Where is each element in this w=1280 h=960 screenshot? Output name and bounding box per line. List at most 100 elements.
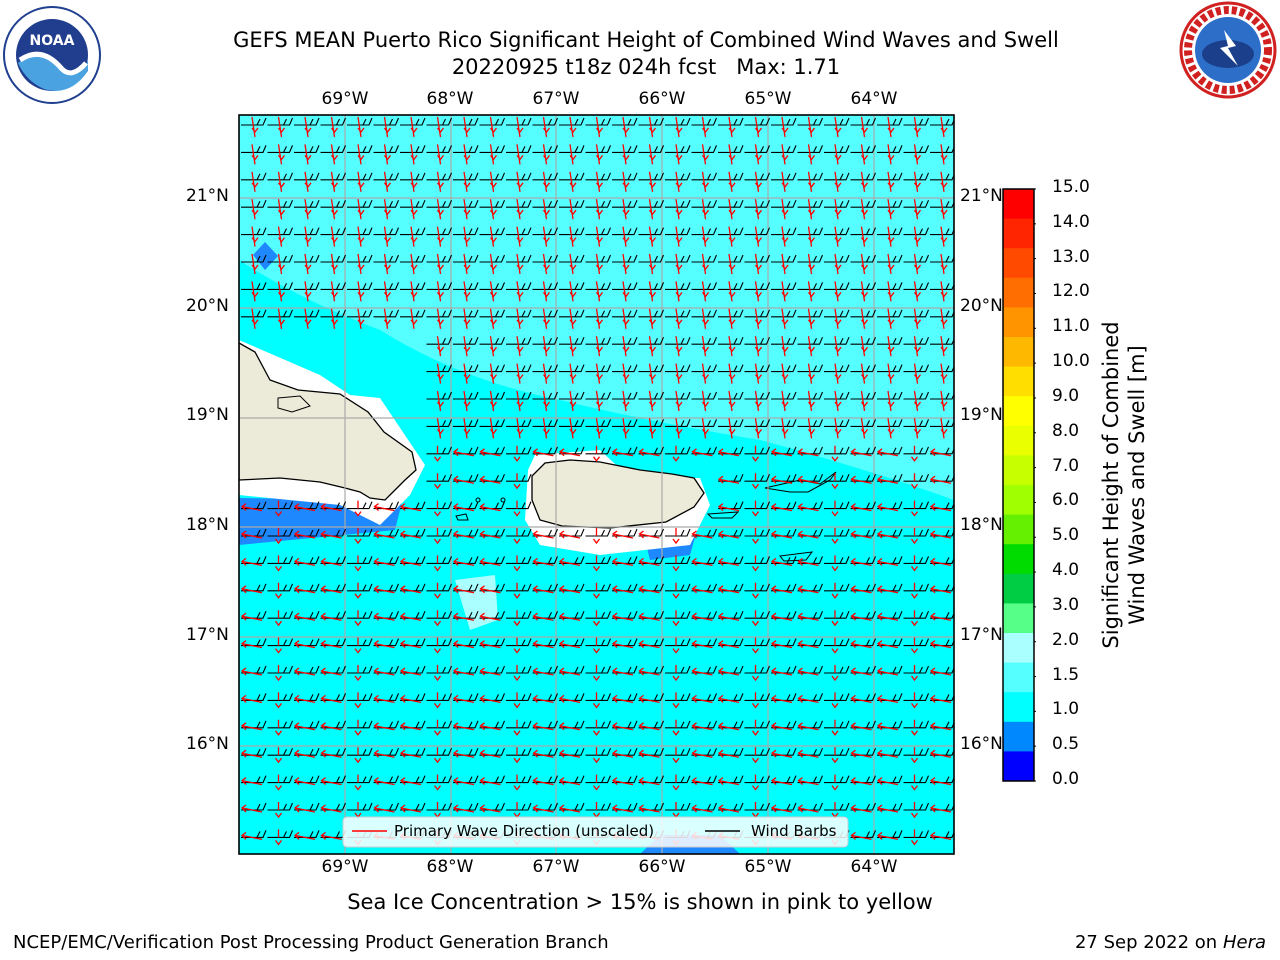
wave-direction-arrow: [479, 722, 501, 731]
wind-barb: [638, 309, 665, 318]
wave-direction-arrow: [728, 281, 736, 302]
wind-barb: [506, 391, 532, 400]
wave-direction-arrow: [463, 418, 471, 439]
wind-barb: [453, 775, 479, 784]
wind-barb: [797, 610, 824, 619]
wind-barb: [585, 282, 612, 290]
wind-barb: [400, 665, 426, 674]
wind-barb: [373, 720, 400, 729]
wave-direction-arrow: [860, 116, 869, 138]
wind-barb: [373, 556, 400, 564]
wave-direction-arrow: [672, 719, 680, 736]
wind-barb: [453, 145, 479, 153]
wind-barb: [638, 145, 665, 153]
wind-barb: [824, 665, 850, 674]
wind-barb: [532, 610, 559, 619]
wave-direction-arrow: [592, 610, 601, 627]
wave-direction-arrow: [850, 831, 872, 841]
wind-barb: [320, 638, 347, 647]
wind-barb: [241, 309, 267, 318]
wind-barb: [850, 720, 877, 729]
wave-direction-arrow: [834, 199, 842, 220]
wave-band-20-30: [455, 575, 498, 630]
wind-barb: [294, 172, 320, 181]
wave-direction-arrow: [320, 557, 342, 567]
wave-direction-arrow: [320, 694, 342, 704]
wind-barb: [506, 528, 532, 537]
wind-barb: [612, 802, 638, 811]
wave-direction-arrow: [648, 116, 657, 138]
wave-direction-arrow: [831, 582, 839, 599]
wave-direction-arrow: [877, 557, 899, 567]
wind-barb: [718, 583, 744, 592]
wind-barb: [320, 254, 347, 263]
wind-barb: [665, 172, 691, 181]
credit-text: NCEP/EMC/Verification Post Processing Pr…: [13, 932, 609, 953]
wave-direction-arrow: [648, 281, 657, 302]
wave-direction-arrow: [357, 308, 365, 329]
wave-direction-arrow: [612, 804, 634, 813]
wind-barb: [903, 556, 930, 564]
wind-barb: [373, 145, 400, 153]
wave-direction-arrow: [751, 610, 760, 627]
wave-direction-arrow: [592, 582, 601, 599]
wind-barb: [612, 364, 638, 373]
wind-barb: [426, 309, 453, 318]
lon-label-bottom-64w: 64°W: [850, 857, 898, 877]
wind-barb: [824, 610, 850, 619]
wind-barb: [294, 501, 320, 510]
wind-barb: [771, 775, 797, 784]
wind-barb: [320, 583, 347, 592]
wind-barb: [771, 473, 797, 482]
wave-direction-arrow: [728, 144, 736, 165]
wave-direction-arrow: [807, 418, 816, 439]
wind-barb: [426, 199, 453, 208]
wave-direction-arrow: [771, 667, 793, 676]
wind-barb: [718, 556, 744, 564]
wave-direction-arrow: [569, 171, 577, 192]
land-st-croix: [779, 551, 814, 562]
wind-barb: [612, 419, 638, 427]
wave-direction-arrow: [622, 418, 630, 439]
wind-barb: [400, 227, 426, 236]
colorbar-tick-label: 7.0: [1052, 455, 1080, 476]
wind-barb: [453, 227, 479, 236]
wind-barb: [877, 117, 903, 126]
wind-barb: [532, 391, 559, 400]
wave-direction-arrow: [241, 667, 263, 676]
wind-barb: [877, 282, 903, 290]
wind-barb: [585, 802, 612, 811]
wind-barb: [453, 693, 479, 701]
wave-direction-arrow: [542, 144, 551, 165]
wave-direction-arrow: [489, 308, 498, 329]
wave-direction-arrow: [569, 308, 577, 329]
wind-barb: [400, 583, 426, 592]
wind-barb: [479, 145, 506, 153]
wave-direction-arrow: [542, 199, 551, 220]
wind-barb: [585, 336, 612, 345]
wave-direction-arrow: [691, 557, 713, 567]
wave-direction-arrow: [834, 281, 842, 302]
wave-direction-arrow: [877, 503, 899, 512]
wave-direction-arrow: [463, 116, 471, 138]
wave-direction-arrow: [453, 777, 475, 786]
wind-barb: [453, 528, 479, 537]
wind-barb: [771, 336, 797, 345]
wave-direction-arrow: [357, 253, 365, 275]
wind-barb: [612, 665, 638, 674]
wind-barb: [930, 666, 954, 674]
wind-barb: [426, 665, 453, 674]
wave-direction-arrow: [913, 144, 922, 165]
wave-direction-arrow: [595, 281, 604, 302]
wave-direction-arrow: [675, 336, 683, 357]
wind-barb: [877, 830, 903, 838]
wind-barb: [691, 446, 718, 455]
wave-direction-arrow: [940, 281, 948, 302]
wind-barb: [877, 446, 903, 455]
wave-direction-arrow: [274, 637, 283, 654]
wind-barb: [294, 610, 320, 619]
wind-barb: [585, 528, 612, 537]
colorbar-tick-label: 2.0: [1052, 629, 1080, 650]
wave-direction-arrow: [410, 144, 418, 165]
wind-barb: [930, 639, 954, 647]
